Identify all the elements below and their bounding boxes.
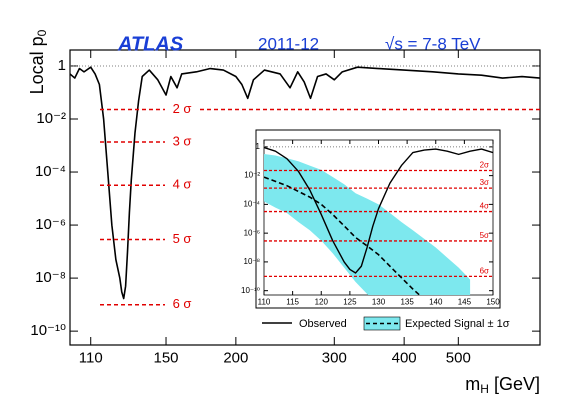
- x-tick-label: 110: [258, 297, 271, 306]
- main-plot: 110 150 200 300 400 500 1 10⁻² 10⁻⁴ 10⁻⁶ 10⁻⁸ 10⁻¹⁰…: [30, 50, 540, 366]
- x-tick-label: 150: [486, 297, 500, 306]
- x-tick-label: 130: [372, 297, 386, 306]
- energy-label: √s = 7-8 TeV: [385, 34, 481, 53]
- x-tick-label: 300: [322, 349, 347, 366]
- sigma-label: 4σ: [480, 202, 489, 211]
- x-tick-label: 140: [429, 297, 443, 306]
- x-tick-label: 120: [315, 297, 329, 306]
- x-label-main: m: [465, 374, 480, 394]
- y-tick-label: 10⁻¹⁰: [30, 322, 66, 339]
- plot-area: [70, 66, 540, 300]
- y-label-sub: 0: [35, 29, 49, 36]
- y-label-main: Local p: [27, 36, 47, 94]
- sigma-label: 5 σ: [173, 231, 192, 246]
- y-tick-label: 10⁻⁶: [35, 216, 66, 233]
- experiment-label: ATLAS: [117, 33, 184, 55]
- legend-observed-label: Observed: [299, 318, 347, 330]
- y-tick-label: 10⁻⁸: [244, 257, 261, 266]
- x-tick-label: 135: [400, 297, 414, 306]
- x-axis-label: mH [GeV]: [465, 374, 540, 396]
- plot-area: [264, 146, 493, 295]
- x-tick-label: 115: [286, 297, 299, 306]
- y-tick-label: 10⁻¹⁰: [241, 286, 260, 295]
- sigma-label: 6 σ: [173, 296, 192, 311]
- sigma-label: 3σ: [480, 178, 489, 187]
- sigma-label: 2 σ: [173, 101, 192, 116]
- x-tick-label: 145: [458, 297, 472, 306]
- x-tick-label: 125: [343, 297, 357, 306]
- sigma-label: 6σ: [480, 266, 489, 275]
- dataset-label: 2011-12: [258, 34, 319, 53]
- sigma-label: 3 σ: [173, 133, 192, 148]
- y-tick-label: 1: [58, 57, 66, 74]
- x-tick-label: 400: [392, 349, 417, 366]
- x-tick-label: 150: [154, 349, 179, 366]
- y-axis-label: Local p0: [27, 29, 49, 94]
- x-label-sub: H: [480, 382, 489, 396]
- y-tick-label: 10⁻⁶: [244, 228, 260, 237]
- sigma-label: 4 σ: [173, 177, 192, 192]
- y-tick-label: 10⁻²: [36, 110, 66, 127]
- x-tick-label: 200: [223, 349, 248, 366]
- x-label-unit: [GeV]: [489, 374, 540, 394]
- y-tick-label: 10⁻⁴: [243, 199, 260, 208]
- legend-band-label: Expected Signal ± 1σ: [405, 318, 510, 330]
- expected-band: [264, 153, 471, 295]
- x-tick-label: 110: [79, 349, 103, 366]
- sigma-label: 2σ: [480, 161, 489, 170]
- y-tick-label: 10⁻²: [244, 171, 260, 180]
- observed-line: [264, 146, 493, 274]
- inset-plot: 110 115 120 125 130 135 140 145 150 1 10⁻² 10⁻⁴ 10⁻⁶…: [241, 140, 500, 306]
- sigma-label: 5σ: [480, 231, 489, 240]
- observed-line: [70, 66, 540, 300]
- legend: Observed Expected Signal ± 1σ: [262, 316, 510, 331]
- y-tick-label: 10⁻⁴: [35, 163, 66, 180]
- x-tick-label: 500: [446, 349, 471, 366]
- y-tick-label: 1: [256, 142, 261, 151]
- y-tick-label: 10⁻⁸: [35, 269, 66, 286]
